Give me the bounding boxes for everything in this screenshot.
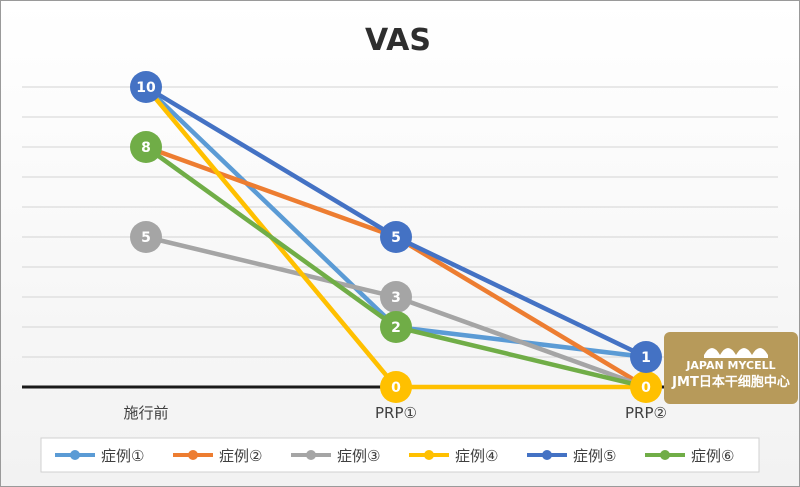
legend-marker-5	[542, 450, 552, 460]
legend-marker-1	[70, 450, 80, 460]
data-label-s3-1: 5	[141, 230, 151, 246]
watermark-line1: JAPAN MYCELL	[685, 359, 775, 372]
data-point-s4-2	[380, 371, 412, 403]
legend-label-6: 症例⑥	[691, 447, 734, 465]
data-label-s5-2: 5	[391, 230, 401, 246]
watermark-line2: JMT日本干细胞中心	[671, 374, 790, 390]
data-point-s5-3	[630, 341, 662, 373]
data-point-s5-2	[380, 221, 412, 253]
series-markers: 5 3 0 0 10 5 1 8 2	[130, 71, 662, 403]
data-point-s6-1	[130, 131, 162, 163]
legend-marker-3	[306, 450, 316, 460]
x-tick-label: PRP②	[625, 404, 667, 422]
data-label-s3-2: 3	[391, 290, 401, 306]
legend-label-2: 症例②	[219, 447, 262, 465]
legend-label-3: 症例③	[337, 447, 380, 465]
data-point-s3-1	[130, 221, 162, 253]
mycell-logo-icon	[704, 348, 768, 358]
watermark-logo: JAPAN MYCELL JMT日本干细胞中心	[664, 332, 798, 404]
legend-box	[40, 437, 760, 473]
data-point-s4-3	[630, 371, 662, 403]
data-point-s3-2	[380, 281, 412, 313]
legend-label-1: 症例①	[101, 447, 144, 465]
legend-label-4: 症例④	[455, 447, 498, 465]
legend-marker-2	[188, 450, 198, 460]
chart-title: VAS	[365, 23, 431, 58]
data-label-s4-2: 0	[391, 380, 401, 396]
data-point-s6-2	[380, 311, 412, 343]
legend-marker-4	[424, 450, 434, 460]
x-axis-ticks: 施行前 PRP① PRP②	[123, 404, 666, 422]
x-tick-label: PRP①	[375, 404, 417, 422]
data-label-s5-1: 10	[136, 80, 156, 96]
data-label-s6-2: 2	[391, 320, 401, 336]
data-label-s6-1: 8	[141, 140, 151, 156]
legend: 症例① 症例② 症例③ 症例④ 症例⑤ 症例⑥	[40, 437, 760, 473]
data-label-s5-3: 1	[641, 350, 651, 366]
legend-marker-6	[660, 450, 670, 460]
data-label-s4-3: 0	[641, 380, 651, 396]
data-point-s5-1	[130, 71, 162, 103]
legend-label-5: 症例⑤	[573, 447, 616, 465]
x-tick-label: 施行前	[123, 404, 168, 422]
